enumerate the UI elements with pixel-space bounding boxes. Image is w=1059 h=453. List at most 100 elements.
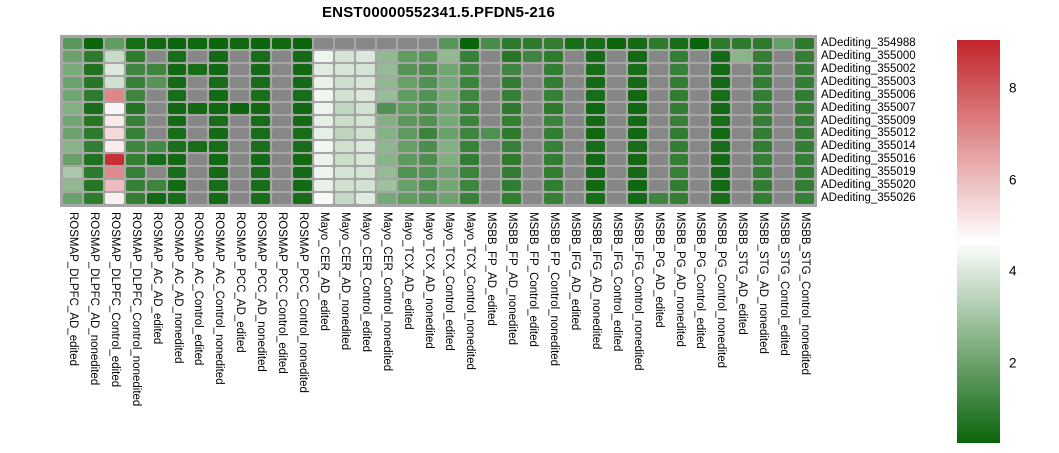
heatmap-cell [523, 76, 543, 88]
heatmap-cell [125, 193, 145, 204]
colorbar-tick-label: 6 [1009, 172, 1017, 188]
heatmap-cell [209, 38, 229, 49]
heatmap-cell [606, 50, 626, 62]
column-label: ROSMAP_PCC_Control_edited [276, 212, 289, 374]
heatmap-cell [732, 115, 752, 127]
heatmap-cell [502, 50, 522, 62]
heatmap-cell [564, 102, 584, 114]
heatmap-cell [544, 89, 563, 101]
heatmap-cell [313, 154, 333, 166]
heatmap-cell [146, 193, 166, 204]
heatmap-cell [188, 63, 208, 75]
heatmap-cell [334, 89, 354, 101]
column-label: Mayo_CER_AD_edited [317, 212, 330, 331]
heatmap-cell [104, 76, 124, 88]
heatmap-cell [63, 180, 82, 192]
heatmap-cell [104, 180, 124, 192]
heatmap-cell [690, 76, 710, 88]
heatmap-cell [606, 63, 626, 75]
heatmap-cell [251, 141, 271, 153]
heatmap-cell [397, 141, 417, 153]
heatmap-cell [439, 63, 459, 75]
heatmap-cell [418, 167, 438, 179]
heatmap-cell [376, 167, 396, 179]
heatmap-cell [125, 141, 145, 153]
column-label: MSBB_IFG_AD_nonedited [589, 212, 602, 350]
heatmap-cell [460, 180, 480, 192]
heatmap-cell [481, 115, 501, 127]
heatmap-cell [230, 50, 250, 62]
heatmap-cell [648, 167, 668, 179]
heatmap-cell [376, 115, 396, 127]
heatmap-cell [293, 102, 312, 114]
heatmap-cell [481, 180, 501, 192]
heatmap-cell [795, 102, 814, 114]
heatmap-cell [167, 63, 187, 75]
column-label: MSBB_STG_Control_edited [778, 212, 791, 356]
heatmap-cell [167, 50, 187, 62]
heatmap-cell [648, 102, 668, 114]
row-label: ADediting_355020 [821, 179, 916, 192]
heatmap-cell [376, 180, 396, 192]
heatmap-cell [732, 128, 752, 140]
heatmap-cell [774, 141, 794, 153]
column-label: MSBB_STG_AD_nonedited [757, 212, 770, 354]
heatmap-cell [146, 141, 166, 153]
heatmap-cell [774, 128, 794, 140]
heatmap-cell [544, 50, 563, 62]
heatmap-cell [83, 89, 103, 101]
column-label: Mayo_TCX_Control_nonedited [464, 212, 477, 370]
heatmap-cell [313, 167, 333, 179]
heatmap-cell [376, 76, 396, 88]
heatmap-cell [146, 76, 166, 88]
heatmap-cell [564, 141, 584, 153]
heatmap-cell [397, 76, 417, 88]
heatmap-cell [523, 63, 543, 75]
heatmap-cell [230, 63, 250, 75]
heatmap-cell [544, 115, 563, 127]
heatmap-cell [230, 193, 250, 204]
heatmap-cell [125, 102, 145, 114]
heatmap-cell [732, 102, 752, 114]
heatmap-cell [418, 180, 438, 192]
colorbar-tick-label: 8 [1009, 80, 1017, 96]
heatmap-cell [418, 141, 438, 153]
heatmap-cell [397, 50, 417, 62]
heatmap-cell [774, 76, 794, 88]
heatmap-cell [251, 63, 271, 75]
heatmap-cell [502, 38, 522, 49]
heatmap-cell [439, 76, 459, 88]
heatmap-cell [564, 63, 584, 75]
heatmap-cell [63, 115, 82, 127]
heatmap-cell [606, 180, 626, 192]
heatmap-cell [63, 193, 82, 204]
heatmap-cell [188, 154, 208, 166]
column-label: ROSMAP_DLPFC_AD_edited [66, 212, 79, 367]
heatmap-cell [355, 128, 375, 140]
heatmap-cell [711, 154, 731, 166]
heatmap-cell [795, 89, 814, 101]
heatmap-cell [544, 154, 563, 166]
heatmap-cell [544, 167, 563, 179]
heatmap-cell [167, 180, 187, 192]
column-label: Mayo_TCX_Control_edited [443, 212, 456, 351]
heatmap-cell [753, 141, 773, 153]
heatmap-cell [146, 167, 166, 179]
heatmap-cell [167, 102, 187, 114]
heatmap-cell [690, 128, 710, 140]
heatmap-cell [230, 141, 250, 153]
heatmap-cell [648, 76, 668, 88]
heatmap-cell [627, 180, 647, 192]
heatmap-cell [125, 167, 145, 179]
heatmap-cell [376, 141, 396, 153]
heatmap-cell [774, 50, 794, 62]
column-label: ROSMAP_PCC_Control_nonedited [297, 212, 310, 393]
row-label: ADediting_355006 [821, 88, 916, 101]
heatmap-cell [732, 154, 752, 166]
row-label: ADediting_355000 [821, 49, 916, 62]
heatmap-cell [460, 89, 480, 101]
heatmap-cell [711, 63, 731, 75]
heatmap-cell [502, 193, 522, 204]
heatmap-cell [397, 63, 417, 75]
heatmap-cell [711, 128, 731, 140]
